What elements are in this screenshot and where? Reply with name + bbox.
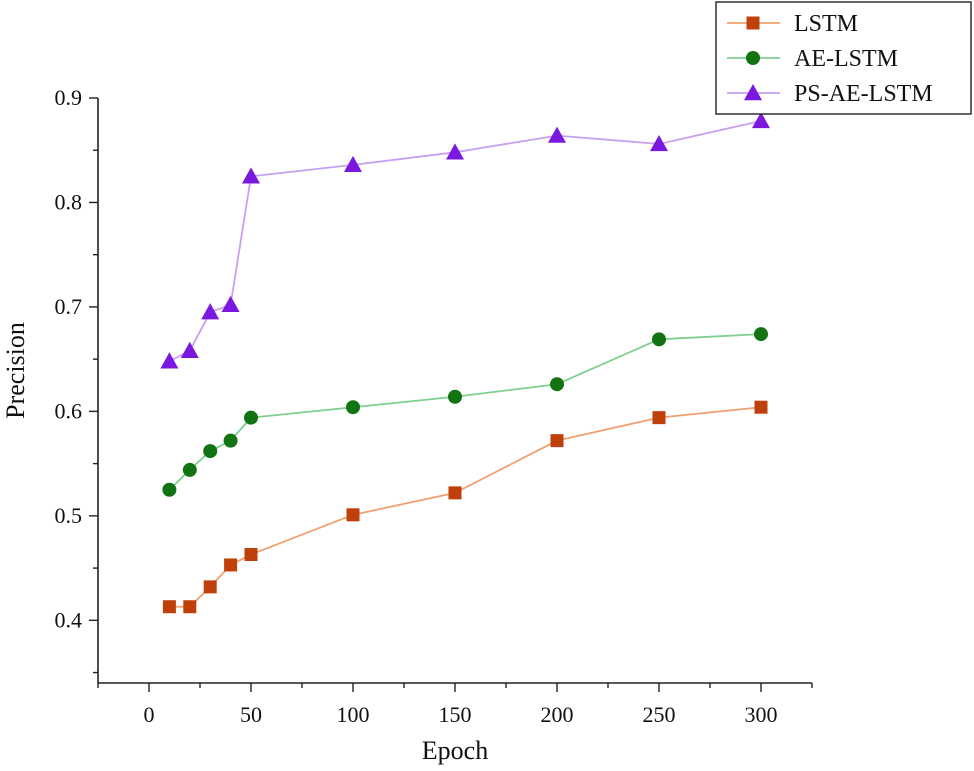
data-point-ps-ae-lstm (752, 111, 770, 129)
legend: LSTM AE-LSTM PS-AE-LSTM (715, 1, 972, 115)
x-tick-label: 50 (240, 702, 262, 727)
legend-marker-lstm (746, 16, 760, 30)
y-tick-label: 0.6 (55, 398, 83, 423)
data-point-ae-lstm (244, 410, 258, 425)
x-tick-label: 100 (337, 702, 370, 727)
data-point-ps-ae-lstm (160, 352, 179, 369)
data-point-lstm (203, 580, 217, 594)
y-axis-title: Precision (1, 322, 30, 419)
x-tick-label: 300 (745, 702, 778, 727)
data-point-ps-ae-lstm (650, 134, 668, 152)
data-point-ae-lstm (162, 482, 177, 497)
data-point-ps-ae-lstm (548, 126, 566, 143)
series-line-lstm (169, 406, 762, 608)
series-line-ae-lstm (168, 333, 762, 491)
x-tick-label: 200 (541, 702, 574, 727)
data-point-lstm (346, 508, 360, 522)
data-point-ae-lstm (550, 377, 564, 392)
data-point-ae-lstm (182, 462, 197, 477)
data-point-ps-ae-lstm (242, 167, 260, 184)
legend-marker-ae-lstm (746, 51, 760, 65)
x-tick-label: 150 (439, 702, 472, 727)
legend-label: PS-AE-LSTM (794, 81, 933, 107)
data-point-lstm (224, 558, 238, 572)
data-point-lstm (244, 548, 258, 562)
data-point-ae-lstm (754, 327, 768, 342)
data-point-lstm (162, 600, 176, 614)
data-point-ps-ae-lstm (344, 155, 362, 173)
x-axis-title: Epoch (422, 736, 488, 765)
y-tick-label: 0.9 (55, 85, 83, 110)
data-point-lstm (550, 434, 564, 448)
data-point-ae-lstm (346, 400, 360, 415)
y-tick-label: 0.5 (55, 503, 83, 528)
y-tick-label: 0.4 (55, 607, 83, 632)
legend-marker-ps-ae-lstm (744, 84, 762, 101)
x-tick-label: 0 (144, 702, 155, 727)
plot-area (160, 111, 770, 614)
data-point-ps-ae-lstm (201, 303, 220, 320)
y-tick-label: 0.7 (55, 294, 83, 319)
data-point-ps-ae-lstm (180, 341, 199, 359)
legend-label: AE-LSTM (794, 46, 898, 72)
data-point-ae-lstm (223, 433, 238, 448)
data-point-ps-ae-lstm (221, 295, 240, 313)
legend-label: LSTM (794, 11, 858, 37)
data-point-lstm (183, 600, 197, 614)
data-point-ps-ae-lstm (446, 143, 464, 160)
data-point-ae-lstm (652, 332, 666, 347)
x-tick-label: 250 (643, 702, 676, 727)
data-point-lstm (754, 400, 768, 414)
axes: 0.4 0.5 0.6 0.7 0.8 0.9 0 50 100 150 200 250 300 Epoc… (1, 85, 813, 765)
series-line-ps-ae-lstm (168, 120, 762, 363)
data-point-lstm (652, 411, 666, 425)
data-point-lstm (448, 486, 462, 500)
y-tick-label: 0.8 (55, 189, 83, 214)
data-point-ae-lstm (203, 444, 218, 459)
data-point-ae-lstm (448, 389, 462, 404)
